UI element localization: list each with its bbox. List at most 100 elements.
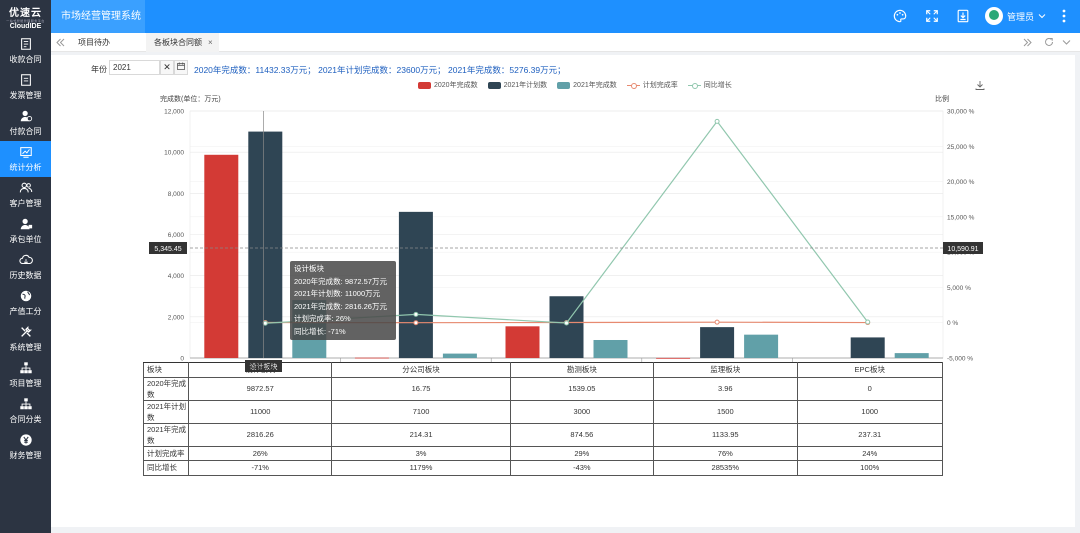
table-row-label: 同比增长 — [143, 460, 189, 476]
sidebar-item[interactable]: 合同分类 — [0, 393, 51, 429]
line-point[interactable] — [413, 320, 419, 326]
legend-item[interactable]: 2020年完成数 — [418, 80, 478, 90]
sidebar-item-label: 合同分类 — [9, 415, 42, 424]
bar[interactable] — [354, 357, 389, 359]
table-row: 2020年完成数 9872.57 16.75 1539.05 3.96 0 — [143, 376, 944, 401]
system-title: 市场经营管理系统 — [51, 0, 145, 33]
tab-segment-contracts[interactable]: 各板块合同额 × — [146, 33, 219, 52]
sidebar-item-label: 财务管理 — [9, 451, 42, 460]
chevron-down-icon[interactable] — [1062, 38, 1071, 47]
legend-item[interactable]: 2021年计划数 — [487, 80, 548, 90]
double-chevron-left-icon[interactable] — [56, 38, 65, 47]
more-vertical-icon[interactable] — [1062, 9, 1066, 23]
line-point[interactable] — [865, 319, 871, 325]
chart-legend: 2020年完成数 2021年计划数 2021年完成数 计划完成率 同比增长 — [418, 80, 732, 90]
tooltip-line: 2021年完成数: 2816.26万元 — [294, 301, 387, 311]
table-cell: 2816.26 — [187, 422, 333, 447]
calendar-button[interactable] — [174, 60, 188, 75]
bar[interactable] — [398, 211, 433, 358]
table-row: 2021年完成数 2816.26 214.31 874.56 1133.95 237.31 — [143, 422, 944, 447]
table-cell: 214.31 — [331, 422, 511, 447]
table-row-label: 2020年完成数 — [143, 376, 189, 401]
legend-line — [687, 82, 701, 89]
y-axis-left-title: 完成数(单位：万元) — [160, 94, 221, 103]
legend-item[interactable]: 计划完成率 — [626, 80, 678, 90]
legend-line — [626, 82, 640, 89]
table-header-cell: 监理板块 — [653, 362, 798, 378]
table-header-cell: 勘测板块 — [509, 362, 655, 378]
fullscreen-icon[interactable] — [925, 9, 939, 23]
sidebar-item[interactable]: 付款合同 — [0, 105, 51, 141]
bar[interactable] — [505, 326, 540, 358]
sidebar-item[interactable]: 财务管理 — [0, 429, 51, 465]
legend-label: 2020年完成数 — [434, 82, 478, 89]
legend-label: 2021年完成数 — [573, 82, 617, 89]
palette-icon[interactable] — [893, 9, 907, 23]
sidebar-item[interactable]: 客户管理 — [0, 177, 51, 213]
line-point[interactable] — [564, 320, 569, 326]
bar[interactable] — [549, 296, 584, 358]
sidebar-item[interactable]: 系统管理 — [0, 321, 51, 357]
year-input[interactable]: 2021 — [109, 60, 160, 75]
legend-swatch — [418, 81, 431, 89]
bar[interactable] — [204, 154, 239, 358]
save-image-icon[interactable] — [975, 80, 985, 90]
table-header-row: 板块 设计板块 分公司板块 勘测板块 监理板块 EPC板块 — [143, 362, 944, 378]
tooltip-title: 设计板块 — [294, 264, 324, 273]
crosshair-left-label-bg — [149, 242, 187, 254]
year-label: 年份 — [91, 65, 107, 74]
sidebar-item[interactable]: 收款合同 — [0, 33, 51, 69]
y-right-tick-label: 25,000 % — [947, 144, 975, 151]
user-menu[interactable]: 管理员 — [985, 7, 1046, 25]
sidebar-menu: 收款合同发票管理 付款合同 统计分析 客户管理 承包单位 历史数据产值工分系统管理 项目管理… — [0, 33, 51, 465]
sidebar-item[interactable]: 发票管理 — [0, 69, 51, 105]
double-chevron-right-icon[interactable] — [1023, 38, 1032, 47]
sidebar-item[interactable]: 承包单位 — [0, 213, 51, 249]
line-point[interactable] — [714, 118, 720, 124]
tabs-bar: 项目待办 各板块合同额 × — [51, 33, 1080, 52]
clear-year-button[interactable]: ✕ — [160, 60, 174, 75]
table-cell: 24% — [796, 445, 944, 461]
legend-item[interactable]: 同比增长 — [687, 80, 732, 90]
globe-icon — [20, 290, 31, 302]
legend-label: 2021年计划数 — [503, 82, 548, 89]
refresh-icon[interactable] — [1044, 37, 1054, 47]
sidebar-item[interactable]: 统计分析 — [0, 141, 51, 177]
contractor-icon — [20, 218, 32, 230]
y-right-tick-label: 30,000 % — [947, 109, 975, 116]
close-icon[interactable]: × — [208, 38, 213, 47]
sidebar-item-label: 收款合同 — [9, 55, 42, 64]
y-right-tick-label: 0 % — [947, 320, 958, 327]
download-icon[interactable] — [956, 9, 970, 23]
sidebar-item-label: 产值工分 — [9, 307, 42, 316]
line-point[interactable] — [262, 320, 268, 326]
table-row: 同比增长 -71% 1179% -43% 28535% 100% — [143, 460, 944, 476]
sidebar-item[interactable]: 产值工分 — [0, 285, 51, 321]
bar[interactable] — [593, 339, 628, 358]
legend-label: 计划完成率 — [642, 82, 678, 89]
crosshair-right-label: 10,590.91 — [947, 246, 978, 253]
bar[interactable] — [442, 353, 477, 358]
table-cell: 3000 — [509, 399, 655, 424]
table-cell: -43% — [509, 460, 655, 476]
line-point[interactable] — [413, 311, 419, 317]
y-axis-right-title: 比例 — [935, 94, 949, 103]
bar[interactable] — [744, 334, 779, 358]
bar[interactable] — [850, 337, 885, 358]
chart-tooltip: 设计板块 2020年完成数: 9872.57万元 2021年计划数: 11000… — [290, 261, 396, 340]
bar[interactable] — [700, 327, 735, 358]
tooltip-line: 2021年计划数: 11000万元 — [294, 289, 381, 298]
tab-label: 各板块合同额 — [154, 38, 202, 47]
bar[interactable] — [894, 353, 929, 358]
bar[interactable] — [656, 357, 691, 359]
contract-icon — [20, 38, 31, 50]
calendar-icon — [177, 62, 185, 70]
sidebar-item[interactable]: 项目管理 — [0, 357, 51, 393]
tab-project-todo[interactable]: 项目待办 — [78, 33, 110, 52]
sidebar-item[interactable]: 历史数据 — [0, 249, 51, 285]
logo-tagline: 一站式智能管理服务平台 — [6, 18, 45, 23]
line-point[interactable] — [714, 319, 720, 325]
legend-item[interactable]: 2021年完成数 — [557, 80, 617, 90]
y-left-tick-label: 2,000 — [168, 314, 185, 321]
